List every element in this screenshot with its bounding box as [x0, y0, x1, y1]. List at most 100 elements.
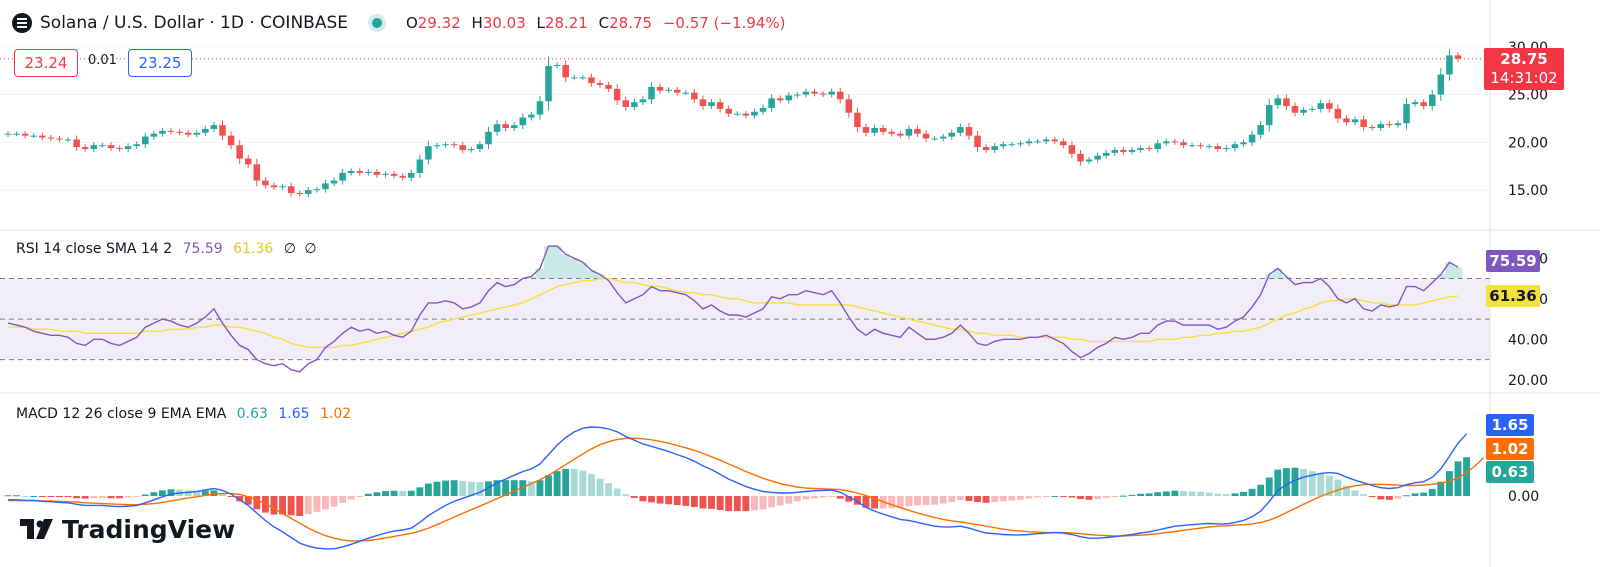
- candle-body: [1240, 142, 1247, 145]
- macd-histogram-bar: [1454, 461, 1462, 497]
- candle-body: [244, 158, 252, 165]
- macd-histogram-bar: [759, 496, 767, 510]
- macd-histogram-bar: [819, 496, 827, 498]
- candle-body: [1205, 146, 1213, 148]
- macd-histogram-bar: [905, 496, 913, 507]
- rsi-overbought-fill: [535, 268, 545, 279]
- macd-histogram-bar: [802, 496, 810, 500]
- macd-histogram-bar: [47, 496, 55, 498]
- macd-histogram-bar: [116, 496, 123, 499]
- candle-body: [957, 127, 964, 133]
- macd-histogram-bar: [1343, 485, 1350, 497]
- candle-body: [794, 94, 801, 96]
- candle-body: [536, 101, 544, 115]
- sell-price-button[interactable]: 23.24: [14, 49, 78, 77]
- candle-body: [528, 114, 535, 118]
- candle-body: [1283, 98, 1290, 107]
- candle-body: [21, 133, 29, 136]
- candle-body: [1163, 141, 1170, 144]
- macd-histogram-bar: [596, 478, 604, 497]
- macd-histogram-bar: [1145, 493, 1153, 497]
- candle-body: [4, 133, 12, 135]
- rsi-overbought-fill: [1282, 276, 1291, 279]
- macd-histogram-bar: [133, 496, 141, 498]
- macd-histogram-bar: [467, 481, 475, 497]
- macd-histogram-bar: [442, 480, 450, 497]
- macd-histogram-bar: [1137, 493, 1144, 497]
- macd-histogram-bar: [939, 496, 947, 504]
- rsi-overbought-fill: [569, 258, 579, 279]
- macd-histogram-bar: [665, 496, 673, 505]
- candle-body: [725, 108, 732, 114]
- candle-body: [1214, 146, 1222, 150]
- rsi-sma-line: [8, 277, 1459, 349]
- macd-histogram-bar: [364, 493, 372, 497]
- macd-histogram-bar: [38, 496, 46, 498]
- macd-histogram-bar: [1394, 496, 1402, 499]
- rsi-legend[interactable]: RSI 14 close SMA 14 2 75.59 61.36 ∅ ∅: [16, 241, 317, 257]
- candle-body: [785, 95, 793, 101]
- macd-histogram-bar: [982, 496, 990, 503]
- candle-body: [811, 91, 818, 94]
- candle-body: [588, 77, 595, 84]
- macd-histogram-bar: [184, 490, 192, 497]
- candle-body: [124, 146, 132, 150]
- macd-histogram-bar: [201, 490, 209, 497]
- candle-body: [47, 137, 55, 139]
- rsi-line: [7, 245, 1459, 373]
- macd-histogram-bar: [1214, 493, 1222, 497]
- candle-body: [1171, 141, 1179, 143]
- rsi-overbought-fill: [544, 246, 553, 279]
- macd-histogram-bar: [965, 496, 973, 501]
- sell-price: 23.24: [24, 54, 68, 72]
- macd-histogram-bar: [828, 496, 836, 498]
- macd-histogram-bar: [56, 496, 63, 498]
- macd-histogram-bar: [373, 492, 381, 497]
- macd-histogram-bar: [1385, 496, 1393, 500]
- candle-body: [1411, 102, 1419, 105]
- macd-histogram-bar: [974, 496, 981, 503]
- candle-body: [931, 138, 938, 140]
- macd-histogram-bar: [313, 496, 321, 512]
- macd-histogram-bar: [931, 496, 939, 505]
- macd-histogram-bar: [98, 496, 106, 498]
- macd-histogram-bar: [648, 496, 655, 503]
- candle-body: [759, 107, 767, 112]
- candle-body: [167, 130, 175, 132]
- candle-body: [510, 125, 518, 128]
- candle-body: [974, 135, 981, 148]
- macd-histogram-bar: [304, 496, 312, 515]
- symbol-title[interactable]: Solana / U.S. Dollar · 1D · COINBASE: [40, 13, 348, 33]
- macd-histogram-bar: [30, 496, 38, 498]
- rsi-band: [0, 246, 1490, 361]
- macd-legend[interactable]: MACD 12 26 close 9 EMA EMA 0.63 1.65 1.0…: [16, 406, 351, 422]
- buy-price-button[interactable]: 23.25: [128, 49, 192, 77]
- macd-histogram-bar: [64, 496, 72, 498]
- rsi-overbought-fill: [527, 276, 536, 279]
- candle-body: [202, 128, 209, 133]
- candle-body: [836, 91, 844, 100]
- candle-body: [939, 136, 947, 139]
- candle-body: [107, 145, 115, 149]
- macd-histogram-bar: [287, 496, 295, 516]
- macd-histogram-bar: [733, 496, 741, 512]
- macd-histogram-bar: [1051, 496, 1059, 498]
- macd-histogram-bar: [785, 496, 793, 504]
- macd-histogram-bar: [1274, 469, 1282, 497]
- macd-histogram-bar: [13, 495, 21, 497]
- rsi-overbought-fill: [561, 254, 570, 279]
- macd-legend-value: 1.65: [278, 406, 310, 422]
- candle-body: [1094, 155, 1101, 160]
- candle-body: [142, 136, 149, 145]
- tradingview-logo[interactable]: TradingView: [20, 515, 235, 544]
- candle-body: [150, 133, 158, 137]
- market-status-icon[interactable]: [371, 18, 382, 28]
- candle-body: [1180, 142, 1187, 146]
- macd-histogram-bar: [1231, 493, 1239, 497]
- candle-body: [871, 128, 878, 133]
- candle-body: [1343, 118, 1350, 123]
- candle-body: [1068, 145, 1076, 154]
- candle-body: [13, 133, 20, 135]
- macd-histogram-bar: [1102, 496, 1110, 498]
